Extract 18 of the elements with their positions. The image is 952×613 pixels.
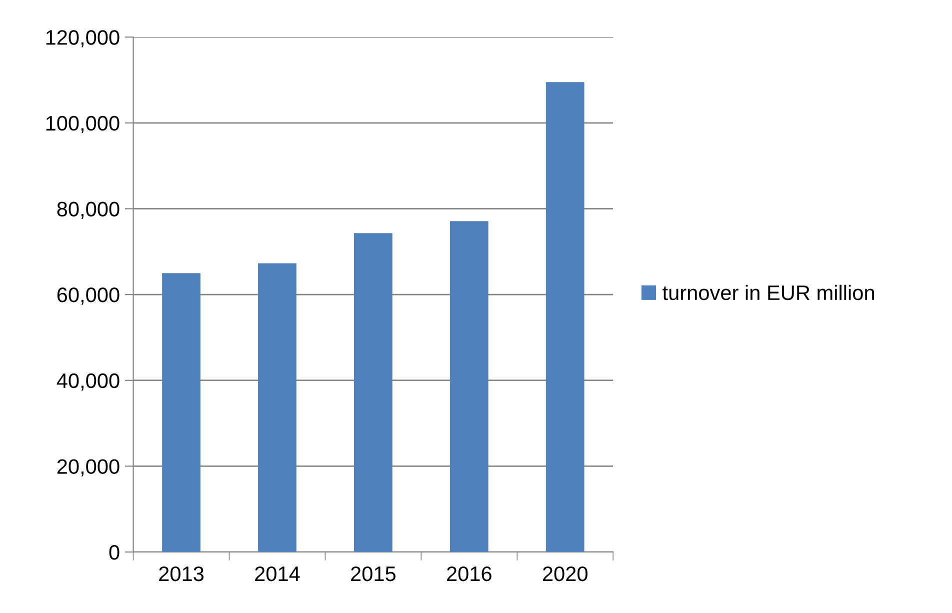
x-tick-label: 2014 <box>255 566 300 582</box>
bar <box>450 221 488 552</box>
x-tick-label: 2013 <box>159 566 204 582</box>
y-tick-label: 60,000 <box>57 288 120 305</box>
bar <box>162 273 200 552</box>
x-tick-label: 2020 <box>542 566 588 582</box>
y-tick-label: 120,000 <box>46 30 120 48</box>
bar <box>546 82 584 552</box>
x-tick-label: 2015 <box>351 566 396 582</box>
y-tick-label: 20,000 <box>57 459 120 476</box>
y-tick-label: 80,000 <box>57 202 120 219</box>
x-tick-label: 2016 <box>447 566 492 582</box>
y-tick-label: 0 <box>109 545 120 560</box>
bar <box>258 263 296 552</box>
y-tick-label: 40,000 <box>56 373 120 391</box>
y-tick-label: 100,000 <box>46 116 120 134</box>
bar <box>354 233 392 552</box>
legend-label: turnover in EUR million <box>662 284 874 300</box>
